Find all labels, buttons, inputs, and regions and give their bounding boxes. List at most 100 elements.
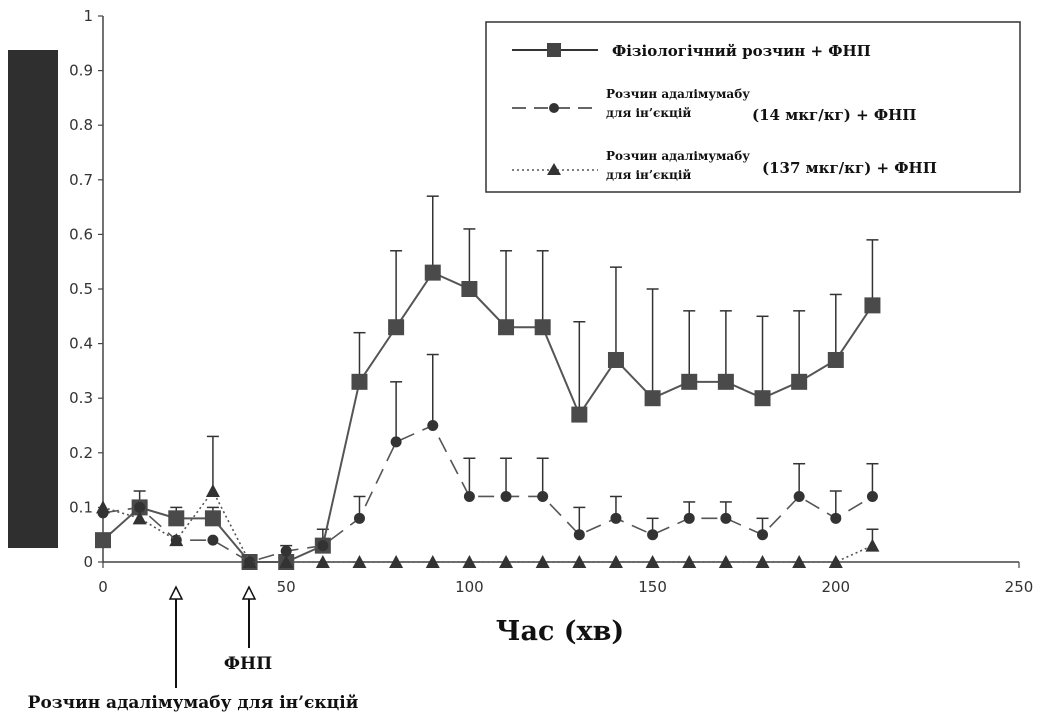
legend-label-3-line2: для ін’єкцій bbox=[606, 168, 691, 182]
point-circle bbox=[280, 545, 292, 557]
y-tick-label: 0.3 bbox=[69, 389, 93, 407]
series-line bbox=[102, 271, 874, 563]
legend: Фізіологічний розчин + ФНП Розчин адалім… bbox=[485, 21, 1021, 193]
x-tick-label: 100 bbox=[455, 578, 484, 596]
adalimumab-arrow-icon bbox=[168, 585, 184, 600]
point-triangle bbox=[242, 555, 257, 568]
y-tick-label: 1 bbox=[83, 7, 93, 25]
point-circle bbox=[317, 540, 329, 552]
point-triangle bbox=[169, 533, 184, 547]
point-circle bbox=[537, 490, 549, 502]
point-triangle bbox=[792, 555, 807, 568]
point-square bbox=[168, 510, 185, 527]
dark-bar-artifact bbox=[8, 50, 58, 548]
point-circle bbox=[866, 490, 878, 502]
point-square bbox=[388, 319, 405, 336]
point-circle bbox=[390, 436, 402, 448]
tnf-label: ФНП bbox=[224, 654, 272, 674]
point-circle bbox=[720, 512, 732, 524]
y-tick-label: 0.6 bbox=[69, 225, 93, 243]
point-circle bbox=[610, 512, 622, 524]
point-square bbox=[461, 281, 478, 297]
annotation-tnf: ФНП bbox=[224, 585, 272, 674]
point-square bbox=[204, 510, 221, 527]
point-square bbox=[717, 373, 734, 390]
y-tick-label: 0.5 bbox=[69, 280, 93, 298]
y-tick-label: 0.7 bbox=[69, 171, 93, 189]
point-square bbox=[607, 351, 624, 368]
x-tick-label: 0 bbox=[98, 578, 108, 596]
legend-marker-triangle bbox=[547, 163, 561, 175]
point-square bbox=[534, 319, 551, 336]
point-circle bbox=[573, 529, 585, 541]
point-square bbox=[95, 532, 111, 549]
point-square bbox=[791, 373, 808, 390]
legend-label-3-line1: Розчин адалімумабу bbox=[606, 149, 750, 163]
point-triangle bbox=[718, 555, 733, 568]
point-circle bbox=[830, 512, 842, 524]
point-triangle bbox=[352, 555, 367, 568]
point-circle bbox=[757, 529, 769, 541]
point-triangle bbox=[462, 555, 477, 568]
point-square bbox=[498, 319, 515, 336]
series-square bbox=[95, 195, 881, 570]
y-tick-label: 0.4 bbox=[69, 335, 93, 353]
point-circle bbox=[463, 490, 475, 502]
legend-marker-circle bbox=[549, 103, 559, 113]
point-square bbox=[864, 297, 881, 314]
point-triangle bbox=[535, 555, 550, 568]
legend-label-2-line1: Розчин адалімумабу bbox=[606, 87, 750, 101]
y-tick-label: 0 bbox=[83, 553, 93, 571]
point-square bbox=[681, 373, 698, 390]
y-axis-ticks: 0 0.1 0.2 0.3 0.4 0.5 0.6 0.7 0.8 0.9 1 bbox=[69, 7, 103, 571]
point-square bbox=[827, 351, 844, 368]
series-layer bbox=[95, 195, 881, 570]
x-tick-label: 200 bbox=[821, 578, 850, 596]
y-tick-label: 0.2 bbox=[69, 444, 93, 462]
point-triangle bbox=[865, 538, 880, 552]
point-triangle bbox=[389, 555, 404, 568]
annotation-adalimumab: Розчин адалімумабу для ін’єкцій bbox=[28, 585, 359, 713]
point-circle bbox=[207, 534, 219, 546]
series-line bbox=[102, 424, 873, 563]
point-triangle bbox=[608, 555, 623, 568]
series-circle bbox=[97, 353, 879, 568]
x-tick-label: 250 bbox=[1005, 578, 1034, 596]
series-triangle bbox=[96, 435, 880, 568]
tnf-arrow-icon bbox=[241, 585, 257, 600]
point-square bbox=[644, 390, 661, 407]
legend-label-2-line2: для ін’єкцій bbox=[606, 106, 691, 120]
point-triangle bbox=[279, 555, 294, 568]
point-square bbox=[424, 264, 441, 281]
point-triangle bbox=[499, 555, 514, 568]
point-triangle bbox=[572, 555, 587, 568]
point-circle bbox=[683, 512, 695, 524]
x-axis-ticks: 0 50 100 150 200 250 bbox=[98, 562, 1033, 596]
x-tick-label: 150 bbox=[638, 578, 667, 596]
point-triangle bbox=[315, 555, 330, 568]
point-square bbox=[351, 373, 368, 390]
point-circle bbox=[427, 420, 439, 431]
x-axis-label: Час (хв) bbox=[496, 616, 624, 647]
point-triangle bbox=[828, 555, 843, 568]
adalimumab-label: Розчин адалімумабу для ін’єкцій bbox=[28, 693, 359, 713]
y-tick-label: 0.8 bbox=[69, 116, 93, 134]
y-tick-label: 0.9 bbox=[69, 62, 93, 80]
point-circle bbox=[134, 501, 146, 513]
point-circle bbox=[793, 490, 805, 502]
point-circle bbox=[500, 490, 512, 502]
point-square bbox=[571, 406, 588, 423]
series-line bbox=[102, 489, 873, 563]
point-triangle bbox=[645, 555, 660, 568]
y-tick-label: 0.1 bbox=[69, 498, 93, 516]
x-tick-label: 50 bbox=[277, 578, 296, 596]
point-triangle bbox=[132, 511, 147, 525]
point-triangle bbox=[96, 500, 110, 514]
point-triangle bbox=[682, 555, 697, 568]
point-triangle bbox=[425, 555, 440, 568]
legend-marker-square bbox=[547, 43, 561, 57]
point-circle bbox=[353, 512, 365, 524]
legend-label-2-suffix: (14 мкг/кг) + ФНП bbox=[752, 106, 916, 124]
point-circle bbox=[647, 529, 659, 541]
